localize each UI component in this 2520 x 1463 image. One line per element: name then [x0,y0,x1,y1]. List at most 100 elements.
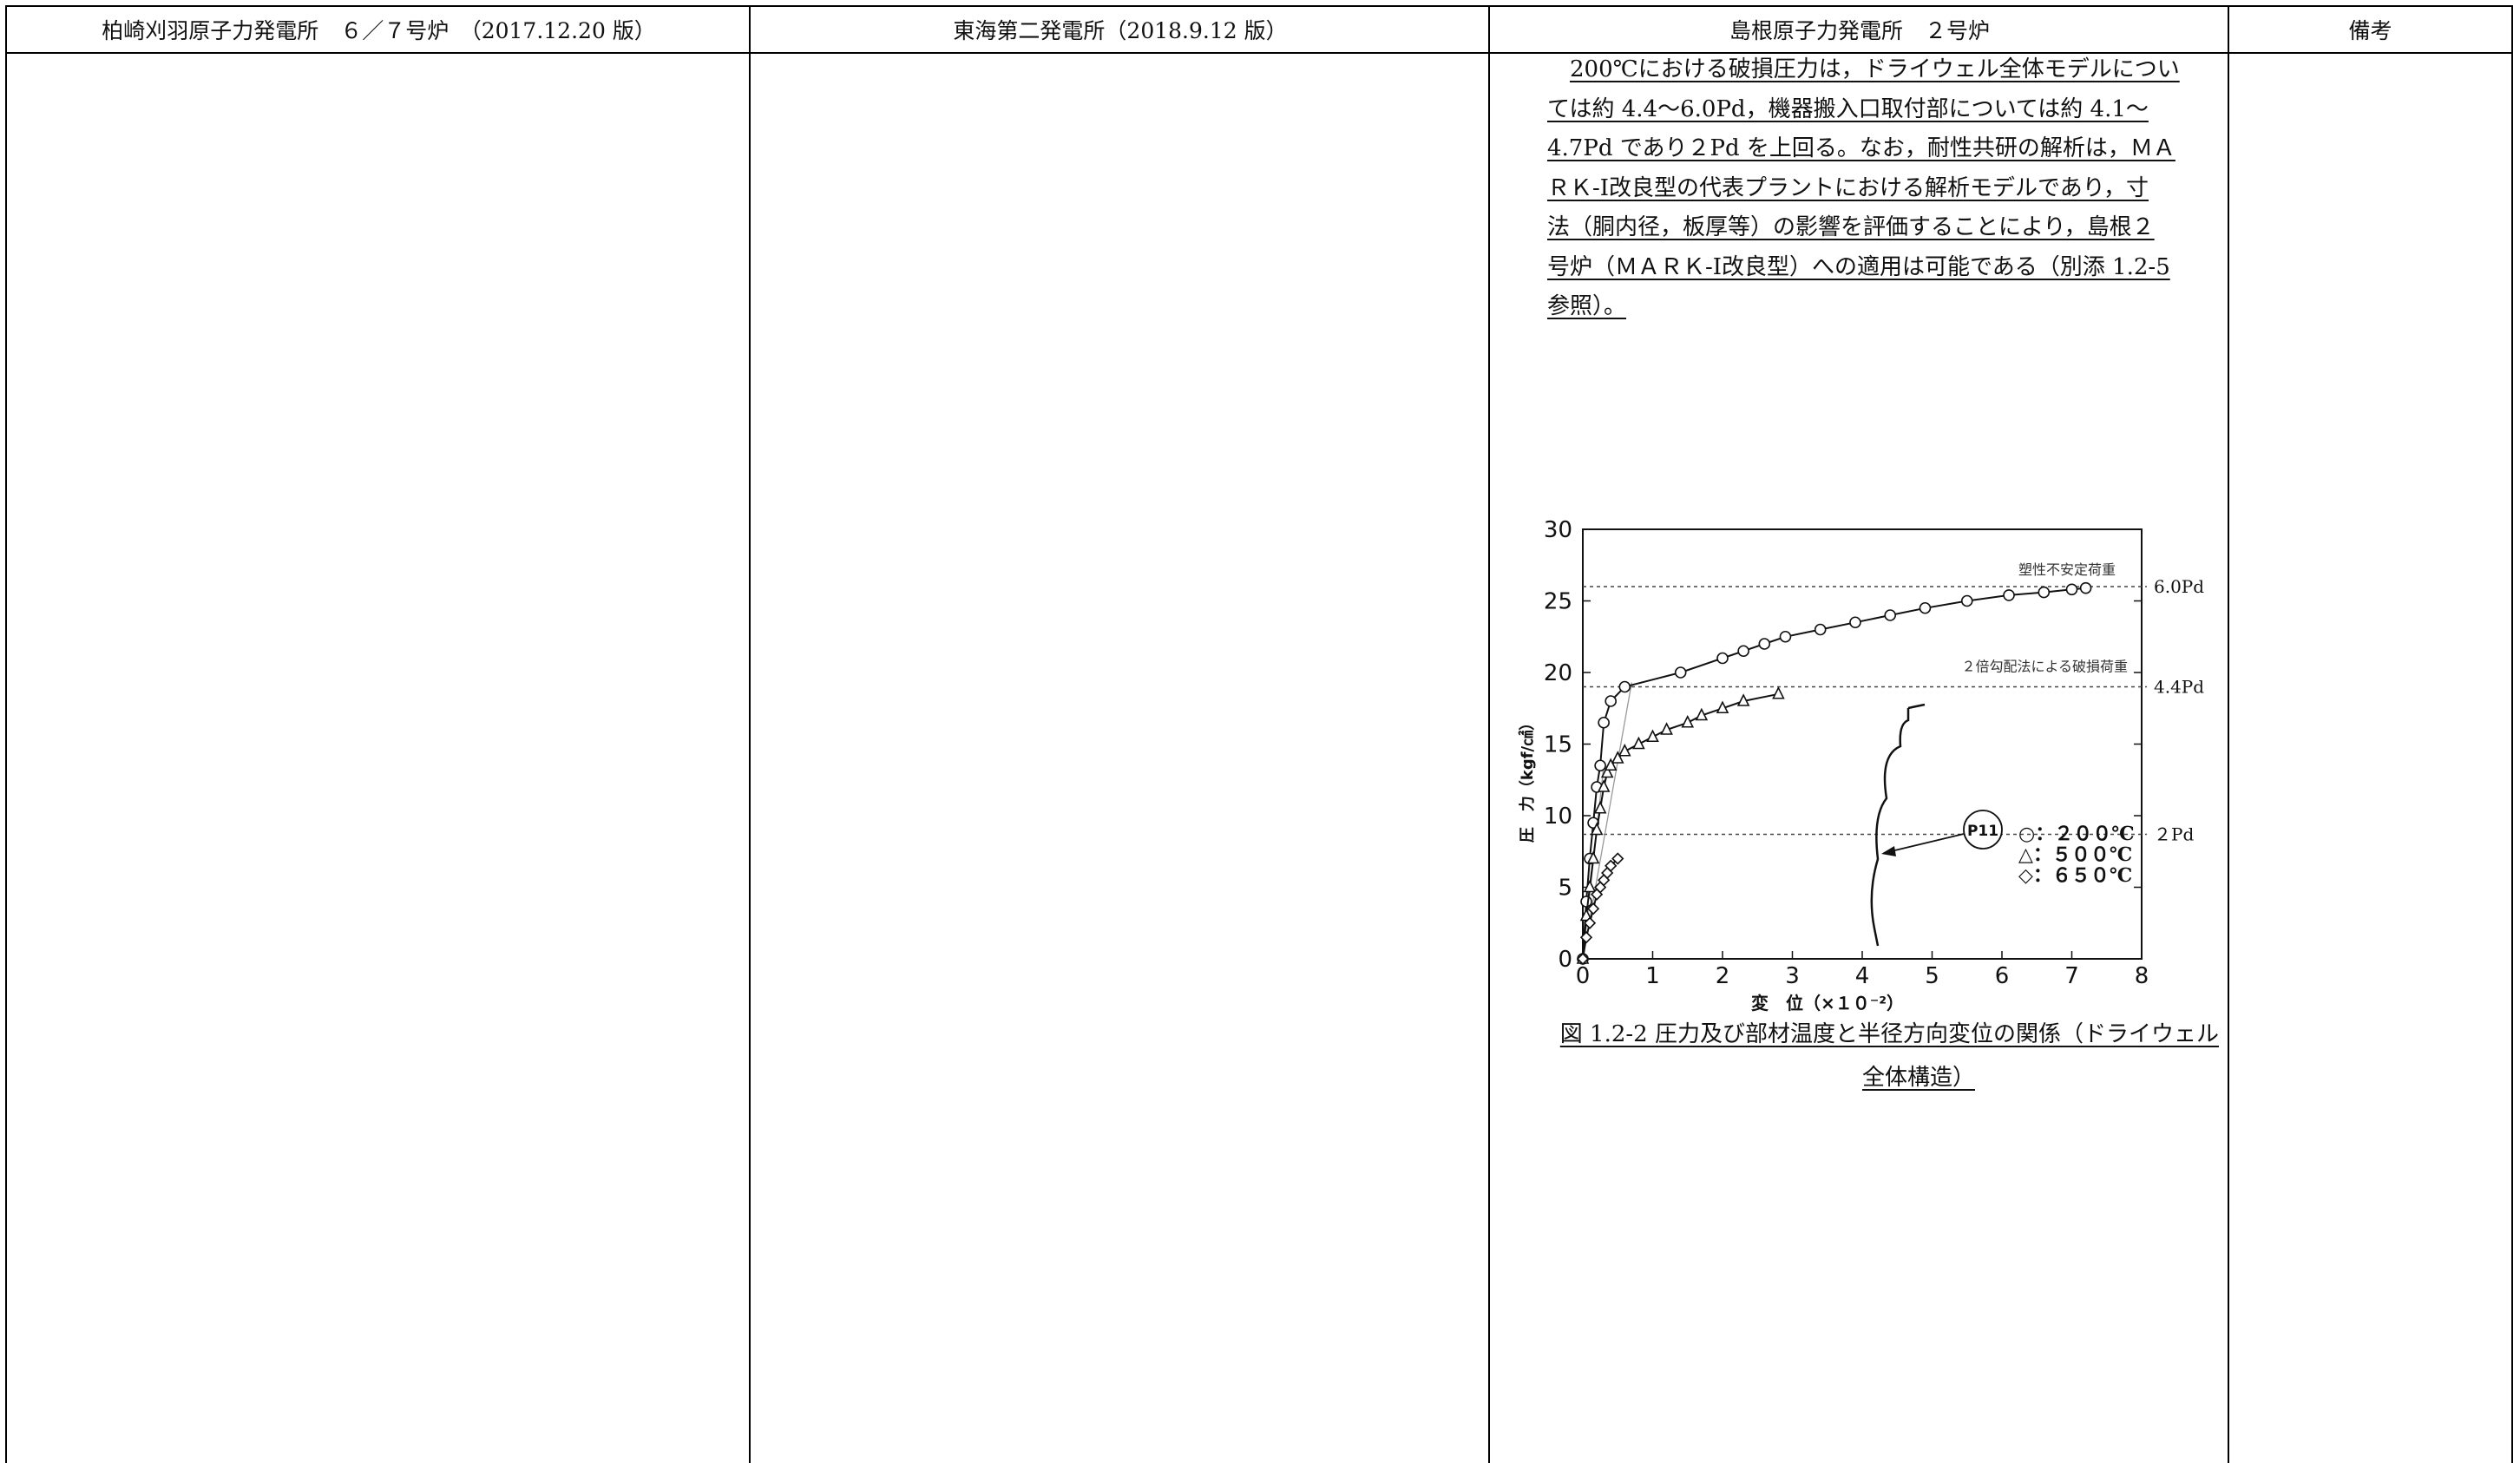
data-point-200c [1960,594,1973,607]
data-point-500c [1716,700,1729,714]
header-kashiwazaki: 柏崎刈羽原子力発電所 ６／７号炉 （2017.12.20 版） [102,18,656,43]
data-point-500c [1604,758,1618,771]
data-point-500c [1586,850,1600,864]
column-divider-2 [1488,7,1490,1463]
plot-frame [1582,528,2143,960]
data-point-500c [1681,714,1695,728]
data-point-200c [1580,896,1592,908]
data-point-500c [1632,736,1645,750]
y-tick-label: 20 [1544,660,1572,686]
data-point-200c [2065,583,2078,596]
figure-caption-line-2: 全体構造） [1861,1065,1975,1091]
body-line: 号炉（ＭＡＲＫ-Ⅰ改良型）への適用は可能である（別添 1.2-5 [1547,253,2170,280]
header-shimane: 島根原子力発電所 ２号炉 [1729,18,1990,43]
y-tick-label: 5 [1558,876,1572,902]
data-point-200c [1737,645,1749,658]
figure-caption: 図 1.2-2 圧力及び部材温度と半径方向変位の関係（ドライウェル 全体構造） [1497,1013,2219,1099]
x-tick-label: 8 [2135,963,2149,989]
data-point-200c [2038,586,2051,599]
y-tick-label: 0 [1558,947,1572,973]
y-tick-label: 25 [1544,589,1572,615]
pressure-displacement-chart: 0 5 10 15 20 25 30 0 1 2 3 4 5 6 7 8 変 位（×１０⁻²） 圧 力（kgf/㎠… [1518,517,2204,1014]
legend-entry: △：５００℃ [2018,843,2132,866]
body-line: 法（胴内径，板厚等）の影響を評価することにより，島根２ [1547,214,2155,240]
data-point-500c [1618,743,1631,757]
component-sketch-top [1907,703,1926,710]
body-line: ＲＫ-Ⅰ改良型の代表プラントにおける解析モデルであり，寸 [1547,174,2149,201]
data-point-500c [1646,729,1659,743]
data-point-500c [1593,800,1607,814]
y-axis-label: 圧 力（kgf/㎠） [1518,715,1537,843]
data-point-200c [1779,630,1792,643]
legend-entry: ◇：６５０℃ [2018,864,2132,887]
data-point-200c [1884,609,1897,621]
data-point-650c [1583,916,1597,929]
data-point-500c [1611,751,1624,764]
figure-caption-line-1: 図 1.2-2 圧力及び部材温度と半径方向変位の関係（ドライウェル [1559,1021,2219,1047]
reference-line-note: 塑性不安定荷重 [2018,561,2116,578]
header-tokai: 東海第二発電所（2018.9.12 版） [953,18,1288,43]
data-point-500c [1660,722,1673,735]
annotation-arrow-head [1881,846,1896,856]
data-point-200c [2003,589,2015,601]
reference-line-label: 4.4Pd [2154,677,2204,698]
data-point-200c [1605,695,1617,707]
x-tick-label: 1 [1645,963,1660,989]
data-point-200c [1849,616,1861,629]
y-tick-label: 30 [1544,517,1572,543]
data-point-200c [1674,666,1687,679]
body-line: 200℃における破損圧力は，ドライウェル全体モデルについ [1570,56,2180,82]
body-line: 4.7Pd であり２Pd を上回る。なお，耐性共研の解析は，ＭＡ [1547,135,2175,161]
data-point-200c [1716,652,1729,665]
body-line: 参照）。 [1547,293,1627,319]
header-remarks: 備考 [2348,18,2392,43]
data-point-500c [1600,764,1614,778]
data-point-500c [1583,879,1597,893]
column-divider-1 [749,7,751,1463]
y-tick-label: 10 [1544,804,1572,830]
data-point-500c [1772,686,1785,699]
data-point-200c [1758,638,1771,650]
data-point-500c [1736,693,1750,706]
comparison-table: 柏崎刈羽原子力発電所 ６／７号炉 （2017.12.20 版） 東海第二発電所（… [5,5,2513,1463]
x-tick-label: 6 [1995,963,2010,989]
body-paragraph: 200℃における破損圧力は，ドライウェル全体モデルについ ては約 4.4～6.0… [1547,50,2215,327]
body-line: ては約 4.4～6.0Pd，機器搬入口取付部については約 4.1～ [1547,95,2149,122]
component-sketch-outline [1870,708,1910,947]
annotation-label: P11 [1967,823,1998,840]
header-divider [7,52,2511,54]
data-point-650c [1586,902,1600,915]
data-point-200c [1594,759,1606,772]
data-point-650c [1611,852,1624,865]
data-point-200c [1618,680,1631,693]
data-point-200c [2079,581,2092,594]
data-point-500c [1579,908,1593,922]
x-tick-label: 3 [1785,963,1800,989]
data-point-650c [1579,931,1593,944]
data-point-500c [1695,707,1709,721]
reference-line-label: 6.0Pd [2154,576,2204,597]
annotation-circle [1963,810,2003,850]
column-divider-3 [2228,7,2229,1463]
data-point-200c [1919,601,1932,614]
data-point-200c [1814,623,1827,636]
x-tick-label: 2 [1716,963,1730,989]
x-tick-label: 5 [1925,963,1939,989]
x-tick-label: 4 [1855,963,1870,989]
data-point-650c [1605,859,1618,872]
reference-line-note: ２倍勾配法による破損荷重 [1961,659,2128,675]
x-axis-label: 変 位（×１０⁻²） [1751,993,1904,1014]
legend-entry: ○：２００℃ [2018,823,2135,845]
series-line [1582,587,2086,960]
data-point-500c [1590,822,1604,836]
x-tick-label: 0 [1576,963,1591,989]
x-tick-label: 7 [2064,963,2079,989]
data-point-200c [1598,716,1610,729]
y-tick-label: 15 [1544,732,1572,758]
slope-construction-line [1582,682,1632,960]
data-point-500c [1597,779,1611,792]
reference-line-label: ２Pd [2154,823,2194,844]
series-line [1582,692,1779,960]
annotation-arrow-shaft [1883,833,1965,854]
data-point-650c [1576,952,1590,966]
